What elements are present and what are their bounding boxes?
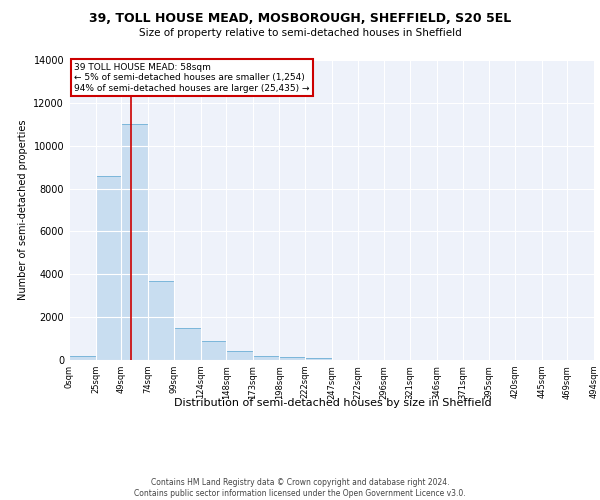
Text: 39 TOLL HOUSE MEAD: 58sqm
← 5% of semi-detached houses are smaller (1,254)
94% o: 39 TOLL HOUSE MEAD: 58sqm ← 5% of semi-d…: [74, 63, 310, 93]
Bar: [253, 356, 280, 360]
Bar: [95, 176, 121, 360]
Bar: [305, 358, 331, 360]
Bar: [280, 357, 305, 360]
Bar: [69, 356, 95, 360]
Text: Size of property relative to semi-detached houses in Sheffield: Size of property relative to semi-detach…: [139, 28, 461, 38]
Text: Contains HM Land Registry data © Crown copyright and database right 2024.
Contai: Contains HM Land Registry data © Crown c…: [134, 478, 466, 498]
Bar: [121, 124, 148, 360]
Y-axis label: Number of semi-detached properties: Number of semi-detached properties: [18, 120, 28, 300]
Bar: [201, 340, 226, 360]
Text: 39, TOLL HOUSE MEAD, MOSBOROUGH, SHEFFIELD, S20 5EL: 39, TOLL HOUSE MEAD, MOSBOROUGH, SHEFFIE…: [89, 12, 511, 26]
Bar: [148, 280, 174, 360]
Bar: [174, 328, 201, 360]
Bar: [226, 352, 253, 360]
Text: Distribution of semi-detached houses by size in Sheffield: Distribution of semi-detached houses by …: [174, 398, 492, 407]
